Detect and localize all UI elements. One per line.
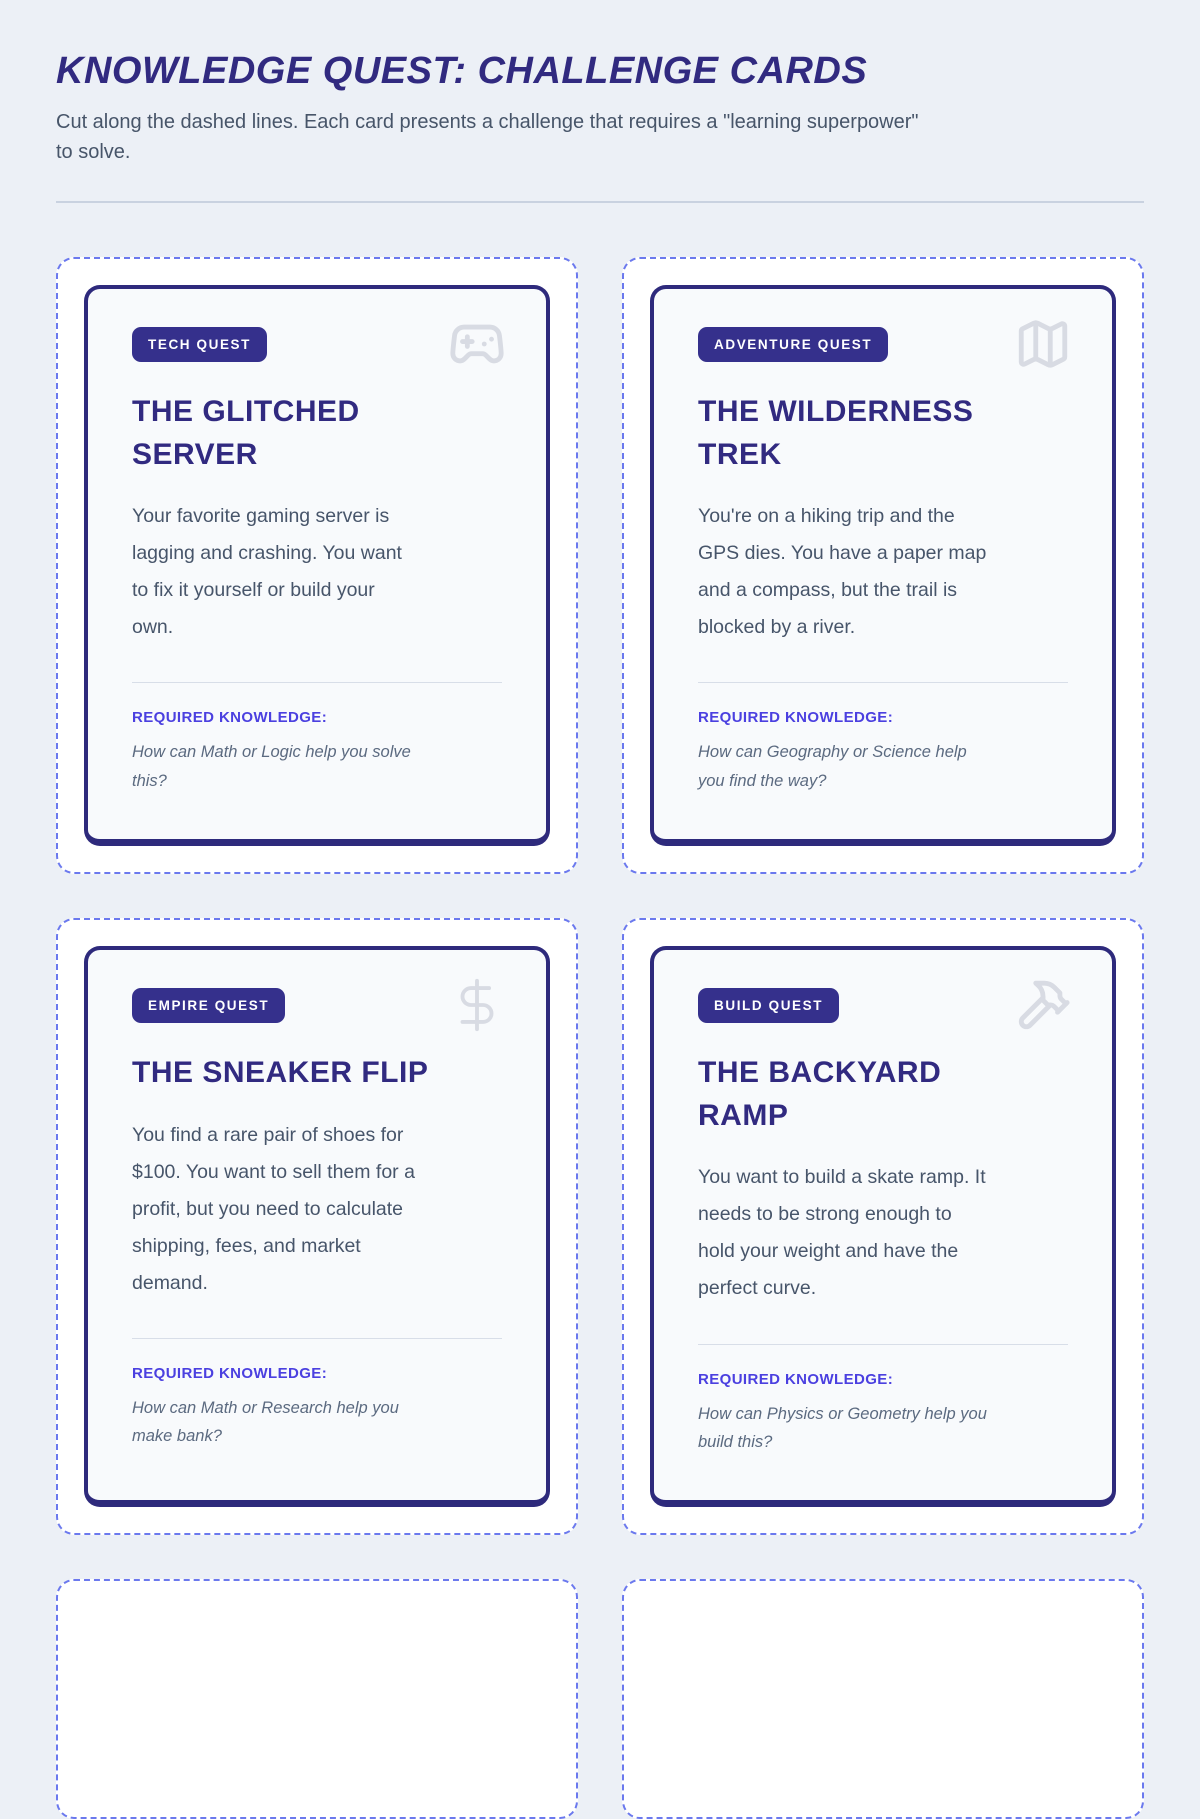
knowledge-question: How can Physics or Geometry help you bui… (698, 1404, 987, 1451)
required-knowledge-label: REQUIRED KNOWLEDGE: (698, 709, 894, 727)
page-subtitle: Cut along the dashed lines. Each card pr… (56, 111, 919, 163)
card-divider (698, 1343, 1068, 1345)
challenge-card: BUILD QUEST THE BACKYARD RAMP You want t… (650, 946, 1116, 1508)
page-title: KNOWLEDGE QUEST: CHALLENGE CARDS (56, 50, 868, 92)
card-title: THE WILDERNESS TREK (698, 395, 974, 471)
card-cut-outline-partial (622, 1579, 1144, 1819)
challenge-card: ADVENTURE QUEST THE WILDERNESS TREK You'… (650, 285, 1116, 847)
card-title: THE SNEAKER FLIP (132, 1056, 429, 1090)
header-divider (56, 201, 1144, 203)
card-cut-outline: BUILD QUEST THE BACKYARD RAMP You want t… (622, 918, 1144, 1536)
card-description: You're on a hiking trip and the GPS dies… (698, 505, 987, 639)
hammer-icon (1014, 976, 1072, 1034)
knowledge-question: How can Math or Research help you make b… (132, 1398, 399, 1446)
card-cut-outline: TECH QUEST THE GLITCHED SERVER Your favo… (56, 257, 578, 875)
required-knowledge-label: REQUIRED KNOWLEDGE: (132, 1364, 328, 1382)
required-knowledge-label: REQUIRED KNOWLEDGE: (698, 1370, 894, 1388)
page-header: KNOWLEDGE QUEST: CHALLENGE CARDS Cut alo… (56, 50, 1144, 203)
cards-grid: TECH QUEST THE GLITCHED SERVER Your favo… (56, 257, 1144, 1819)
quest-badge: ADVENTURE QUEST (698, 327, 889, 362)
knowledge-question: How can Geography or Science help you fi… (698, 743, 967, 790)
quest-badge: TECH QUEST (132, 327, 268, 362)
knowledge-question: How can Math or Logic help you solve thi… (132, 743, 411, 790)
quest-badge: EMPIRE QUEST (132, 988, 286, 1024)
challenge-card: EMPIRE QUEST THE SNEAKER FLIP You find a… (84, 946, 550, 1508)
card-title: THE GLITCHED SERVER (132, 395, 360, 471)
dollar-sign-icon (448, 976, 506, 1034)
card-cut-outline: EMPIRE QUEST THE SNEAKER FLIP You find a… (56, 918, 578, 1536)
quest-badge: BUILD QUEST (698, 988, 840, 1024)
card-header: TECH QUEST (132, 315, 504, 373)
card-divider (132, 682, 502, 684)
card-cut-outline-partial (56, 1579, 578, 1819)
card-description: Your favorite gaming server is lagging a… (132, 505, 402, 639)
card-header: BUILD QUEST (698, 976, 1070, 1034)
map-icon (1014, 315, 1072, 373)
card-header: ADVENTURE QUEST (698, 315, 1068, 373)
card-description: You find a rare pair of shoes for $100. … (132, 1123, 415, 1294)
card-header: EMPIRE QUEST (132, 976, 502, 1034)
gamepad-icon (448, 315, 506, 373)
required-knowledge-label: REQUIRED KNOWLEDGE: (132, 709, 328, 727)
card-divider (132, 1337, 502, 1339)
card-title: THE BACKYARD RAMP (698, 1056, 942, 1132)
card-divider (698, 682, 1068, 684)
challenge-card: TECH QUEST THE GLITCHED SERVER Your favo… (84, 285, 550, 847)
card-cut-outline: ADVENTURE QUEST THE WILDERNESS TREK You'… (622, 257, 1144, 875)
card-description: You want to build a skate ramp. It needs… (698, 1166, 986, 1300)
